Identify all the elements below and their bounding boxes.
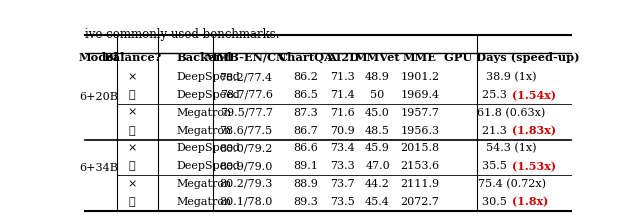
Text: Megatron: Megatron xyxy=(177,125,232,135)
Text: ×: × xyxy=(127,108,137,118)
Text: ChartQA: ChartQA xyxy=(278,52,333,63)
Text: 38.9 (1x): 38.9 (1x) xyxy=(486,72,537,83)
Text: 25.3: 25.3 xyxy=(482,90,511,100)
Text: 48.9: 48.9 xyxy=(365,72,390,82)
Text: Backend: Backend xyxy=(177,52,232,63)
Text: 45.4: 45.4 xyxy=(365,197,390,207)
Text: 45.9: 45.9 xyxy=(365,143,390,153)
Text: DeepSpeed: DeepSpeed xyxy=(177,161,241,171)
Text: 78.2/77.4: 78.2/77.4 xyxy=(220,72,273,82)
Text: 80.1/78.0: 80.1/78.0 xyxy=(220,197,273,207)
Text: 70.9: 70.9 xyxy=(330,125,355,135)
Text: 2153.6: 2153.6 xyxy=(400,161,439,171)
Text: 88.9: 88.9 xyxy=(293,179,318,189)
Text: MME: MME xyxy=(403,52,436,63)
Text: 87.3: 87.3 xyxy=(293,108,318,118)
Text: 44.2: 44.2 xyxy=(365,179,390,189)
Text: ✓: ✓ xyxy=(129,125,136,135)
Text: MMB-EN/CN: MMB-EN/CN xyxy=(205,52,287,63)
Text: (1.8x): (1.8x) xyxy=(511,197,548,208)
Text: 1969.4: 1969.4 xyxy=(400,90,439,100)
Text: 1956.3: 1956.3 xyxy=(400,125,439,135)
Text: 75.4 (0.72x): 75.4 (0.72x) xyxy=(477,179,545,189)
Text: DeepSpeed: DeepSpeed xyxy=(177,72,241,82)
Text: 79.5/77.7: 79.5/77.7 xyxy=(220,108,273,118)
Text: 30.5: 30.5 xyxy=(482,197,511,207)
Text: 35.5: 35.5 xyxy=(482,161,511,171)
Text: 78.6/77.5: 78.6/77.5 xyxy=(220,125,273,135)
Text: ×: × xyxy=(127,72,137,82)
Text: ✓: ✓ xyxy=(129,197,136,207)
Text: 48.5: 48.5 xyxy=(365,125,390,135)
Text: 71.6: 71.6 xyxy=(330,108,355,118)
Text: 71.3: 71.3 xyxy=(330,72,355,82)
Text: GPU Days (speed-up): GPU Days (speed-up) xyxy=(444,52,579,63)
Text: 80.0/79.2: 80.0/79.2 xyxy=(220,143,273,153)
Text: Model: Model xyxy=(79,52,119,63)
Text: Megatron: Megatron xyxy=(177,108,232,118)
Text: 89.1: 89.1 xyxy=(293,161,318,171)
Text: ✓: ✓ xyxy=(129,90,136,100)
Text: 80.9/79.0: 80.9/79.0 xyxy=(220,161,273,171)
Text: 86.6: 86.6 xyxy=(293,143,318,153)
Text: ✓: ✓ xyxy=(129,161,136,171)
Text: Megatron: Megatron xyxy=(177,179,232,189)
Text: 6+34B: 6+34B xyxy=(79,163,118,173)
Text: 1957.7: 1957.7 xyxy=(401,108,439,118)
Text: ive commonly used benchmarks.: ive commonly used benchmarks. xyxy=(85,29,280,41)
Text: 6+20B: 6+20B xyxy=(79,92,118,102)
Text: 2111.9: 2111.9 xyxy=(400,179,439,189)
Text: 86.7: 86.7 xyxy=(293,125,318,135)
Text: (1.54x): (1.54x) xyxy=(511,90,556,101)
Text: MMVet: MMVet xyxy=(355,52,401,63)
Text: 89.3: 89.3 xyxy=(293,197,318,207)
Text: ×: × xyxy=(127,179,137,189)
Text: 73.5: 73.5 xyxy=(330,197,355,207)
Text: 73.3: 73.3 xyxy=(330,161,355,171)
Text: 45.0: 45.0 xyxy=(365,108,390,118)
Text: ×: × xyxy=(127,143,137,153)
Text: Balance?: Balance? xyxy=(103,52,161,63)
Text: 2072.7: 2072.7 xyxy=(401,197,439,207)
Text: 2015.8: 2015.8 xyxy=(400,143,439,153)
Text: (1.83x): (1.83x) xyxy=(511,125,556,137)
Text: 50: 50 xyxy=(371,90,385,100)
Text: 73.4: 73.4 xyxy=(330,143,355,153)
Text: 78.7/77.6: 78.7/77.6 xyxy=(220,90,273,100)
Text: 21.3: 21.3 xyxy=(482,125,511,135)
Text: Megatron: Megatron xyxy=(177,197,232,207)
Text: 71.4: 71.4 xyxy=(330,90,355,100)
Text: 86.2: 86.2 xyxy=(293,72,318,82)
Text: 54.3 (1x): 54.3 (1x) xyxy=(486,143,537,154)
Text: AI2D: AI2D xyxy=(327,52,359,63)
Text: 73.7: 73.7 xyxy=(331,179,355,189)
Text: 86.5: 86.5 xyxy=(293,90,318,100)
Text: 1901.2: 1901.2 xyxy=(400,72,439,82)
Text: 47.0: 47.0 xyxy=(365,161,390,171)
Text: 80.2/79.3: 80.2/79.3 xyxy=(220,179,273,189)
Text: 61.8 (0.63x): 61.8 (0.63x) xyxy=(477,108,546,118)
Text: DeepSpeed: DeepSpeed xyxy=(177,143,241,153)
Text: (1.53x): (1.53x) xyxy=(511,161,556,172)
Text: DeepSpeed: DeepSpeed xyxy=(177,90,241,100)
